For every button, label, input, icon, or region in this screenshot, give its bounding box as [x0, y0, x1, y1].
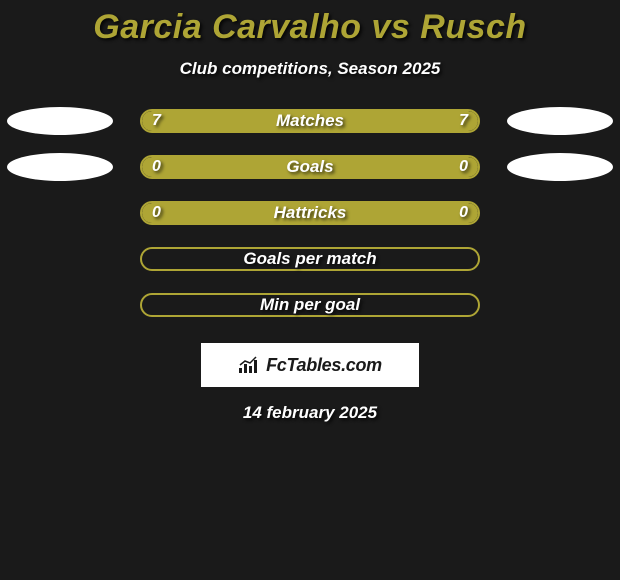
stat-fill-left — [142, 157, 310, 177]
player-left-ellipse — [7, 107, 113, 135]
stat-value-left: 7 — [152, 112, 161, 130]
page-title: Garcia Carvalho vs Rusch — [93, 8, 526, 47]
stat-label: Min per goal — [260, 295, 360, 315]
footer-date: 14 february 2025 — [243, 403, 377, 423]
stats-block: 7 7 Matches 0 0 Goals 0 0 — [0, 109, 620, 317]
chart-icon — [238, 355, 260, 375]
infographic-container: Garcia Carvalho vs Rusch Club competitio… — [0, 0, 620, 423]
stat-value-right: 0 — [459, 158, 468, 176]
stat-row-goals-per-match: Goals per match — [0, 247, 620, 271]
stat-row-min-per-goal: Min per goal — [0, 293, 620, 317]
page-subtitle: Club competitions, Season 2025 — [180, 59, 441, 79]
stat-value-left: 0 — [152, 158, 161, 176]
branding-box: FcTables.com — [201, 343, 419, 387]
stat-row-goals: 0 0 Goals — [0, 155, 620, 179]
branding-text: FcTables.com — [266, 355, 382, 376]
stat-value-right: 0 — [459, 204, 468, 222]
player-left-ellipse — [7, 153, 113, 181]
stat-value-right: 7 — [459, 112, 468, 130]
stat-label: Matches — [276, 111, 344, 131]
stat-label: Goals — [286, 157, 333, 177]
stat-row-hattricks: 0 0 Hattricks — [0, 201, 620, 225]
stat-label: Goals per match — [243, 249, 376, 269]
stat-label: Hattricks — [274, 203, 347, 223]
stat-value-left: 0 — [152, 204, 161, 222]
player-right-ellipse — [507, 153, 613, 181]
stat-row-matches: 7 7 Matches — [0, 109, 620, 133]
stat-fill-right — [310, 157, 478, 177]
player-right-ellipse — [507, 107, 613, 135]
